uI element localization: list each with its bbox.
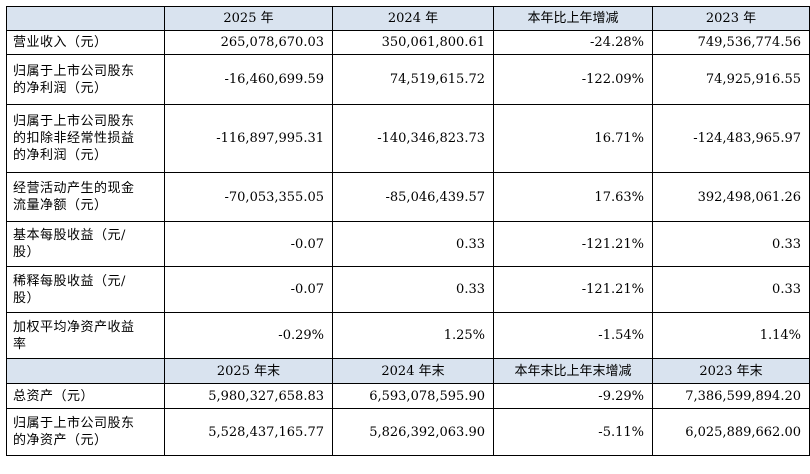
value-cell: 5,528,437,165.77 (164, 408, 333, 456)
column-header: 2023 年末 (652, 358, 810, 384)
table-row: 基本每股收益（元/股） -0.07 0.33 -121.21% 0.33 (6, 221, 810, 267)
row-label-line: 营业收入（元） (13, 35, 108, 50)
row-label-line: 流量净额（元） (13, 198, 108, 213)
value-cell: 17.63% (493, 172, 653, 222)
value-cell: -116,897,995.31 (164, 104, 333, 173)
row-label-line: 的净资产（元） (13, 433, 108, 448)
value-cell: 0.33 (332, 266, 494, 313)
financial-summary-table-wrapper: 2025 年 2024 年本年比上年增减 2023 年营业收入（元） 265,078,… (6, 6, 810, 456)
row-label-line: 归属于上市公司股东 (13, 114, 135, 129)
column-header: 2024 年末 (332, 358, 494, 384)
value-cell: -1.54% (493, 312, 653, 359)
row-label-line: 总资产（元） (13, 388, 95, 404)
value-cell: -24.28% (493, 30, 653, 55)
table-row: 稀释每股收益（元/股） -0.07 0.33 -121.21% 0.33 (6, 266, 810, 313)
row-label-line: 基本每股收益（元/ (13, 228, 126, 243)
row-label-line: 归属于上市公司股东 (13, 416, 135, 431)
table-row: 归属于上市公司股东 的扣除非经常性损益 的净利润（元） -116,897,995.31… (6, 104, 810, 173)
row-label: 加权平均净资产收益率 (6, 312, 165, 359)
value-cell: -140,346,823.73 (332, 104, 494, 173)
value-cell: -70,053,355.05 (164, 172, 333, 222)
value-cell: 0.33 (652, 221, 810, 267)
value-cell: 16.71% (493, 104, 653, 173)
value-cell: -85,046,439.57 (332, 172, 494, 222)
header-row-annual: 2025 年 2024 年本年比上年增减 2023 年 (6, 6, 810, 31)
value-cell: -0.07 (164, 266, 333, 313)
value-cell: 0.33 (332, 221, 494, 267)
column-header: 本年比上年增减 (493, 6, 653, 31)
row-label-line: 股） (13, 245, 41, 260)
row-label-line: 的净利润（元） (13, 148, 108, 163)
row-label-line: 归属于上市公司股东 (13, 63, 135, 79)
value-cell: 350,061,800.61 (332, 30, 494, 55)
column-header: 2023 年 (652, 6, 810, 31)
row-label: 归属于上市公司股东 的净资产（元） (6, 408, 165, 456)
row-label: 基本每股收益（元/股） (6, 221, 165, 267)
table-row: 总资产（元） 5,980,327,658.83 6,593,078,595.90 -9… (6, 383, 810, 409)
financial-summary-table: 2025 年 2024 年本年比上年增减 2023 年营业收入（元） 265,078,… (6, 6, 810, 456)
value-cell: -0.07 (164, 221, 333, 267)
value-cell: 6,025,889,662.00 (652, 408, 810, 456)
value-cell: -16,460,699.59 (164, 54, 333, 105)
value-cell: -121.21% (493, 221, 653, 267)
value-cell: 1.14% (652, 312, 810, 359)
value-cell: -9.29% (493, 383, 653, 409)
value-cell: -124,483,965.97 (652, 104, 810, 173)
value-cell: 74,519,615.72 (332, 54, 494, 105)
value-cell: 7,386,599,894.20 (652, 383, 810, 409)
row-label-line: 加权平均净资产收益 (13, 319, 135, 335)
row-label: 归属于上市公司股东 的净利润（元） (6, 54, 165, 105)
value-cell: 392,498,061.26 (652, 172, 810, 222)
table-row: 归属于上市公司股东 的净利润（元） -16,460,699.59 74,519,615… (6, 54, 810, 105)
header-corner-cell (6, 358, 165, 384)
value-cell: 749,536,774.56 (652, 30, 810, 55)
table-row: 营业收入（元） 265,078,670.03 350,061,800.61 -24.2… (6, 30, 810, 55)
value-cell: 5,826,392,063.90 (332, 408, 494, 456)
column-header: 本年末比上年末增减 (493, 358, 653, 384)
header-corner-cell (6, 6, 165, 31)
value-cell: -5.11% (493, 408, 653, 456)
row-label: 稀释每股收益（元/股） (6, 266, 165, 313)
value-cell: -121.21% (493, 266, 653, 313)
value-cell: -122.09% (493, 54, 653, 105)
value-cell: 5,980,327,658.83 (164, 383, 333, 409)
row-label-line: 的扣除非经常性损益 (13, 131, 135, 146)
value-cell: 6,593,078,595.90 (332, 383, 494, 409)
value-cell: 0.33 (652, 266, 810, 313)
row-label: 总资产（元） (6, 383, 165, 409)
value-cell: -0.29% (164, 312, 333, 359)
row-label: 归属于上市公司股东 的扣除非经常性损益 的净利润（元） (6, 104, 165, 173)
value-cell: 1.25% (332, 312, 494, 359)
table-row: 加权平均净资产收益率 -0.29% 1.25% -1.54% 1.14% (6, 312, 810, 359)
row-label: 经营活动产生的现金 流量净额（元） (6, 172, 165, 222)
row-label: 营业收入（元） (6, 30, 165, 55)
value-cell: 74,925,916.55 (652, 54, 810, 105)
table-row: 经营活动产生的现金 流量净额（元） -70,053,355.05 -85,046,43… (6, 172, 810, 222)
value-cell: 265,078,670.03 (164, 30, 333, 55)
header-row-year-end: 2025 年末 2024 年末 本年末比上年末增减 2023 年末 (6, 358, 810, 384)
row-label-line: 经营活动产生的现金 (13, 181, 135, 196)
column-header: 2025 年末 (164, 358, 333, 384)
table-row: 归属于上市公司股东 的净资产（元） 5,528,437,165.77 5,826,39… (6, 408, 810, 456)
row-label-line: 率 (13, 336, 27, 352)
row-label-line: 的净利润（元） (13, 80, 108, 96)
row-label-line: 稀释每股收益（元/ (13, 273, 126, 289)
row-label-line: 股） (13, 290, 41, 306)
column-header: 2025 年 (164, 6, 333, 31)
column-header: 2024 年 (332, 6, 494, 31)
